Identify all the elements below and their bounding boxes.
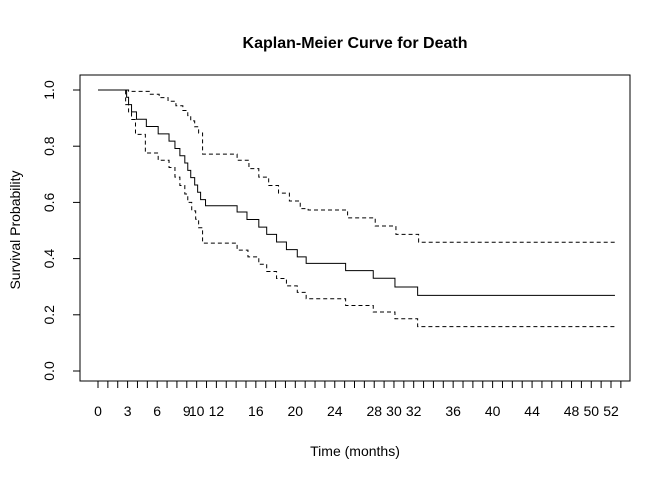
y-tick-label: 0.0: [41, 361, 57, 381]
x-tick-label: 16: [248, 403, 264, 419]
x-tick-label: 30: [386, 403, 402, 419]
y-tick-label: 0.8: [41, 136, 57, 156]
y-axis: 0.0 0.2 0.4 0.6 0.8 1.0: [41, 80, 81, 381]
x-axis: 0 3 6 910 12 16 20 24 28 30 32 36 40 44 48 50 52: [94, 380, 622, 419]
x-tick-label: 10: [189, 403, 205, 419]
x-tick-label: 12: [209, 403, 225, 419]
series-layer: [98, 89, 615, 328]
y-tick-label: 0.4: [41, 249, 57, 269]
x-tick-label: 28: [366, 403, 382, 419]
x-tick-label: 48: [564, 403, 580, 419]
chart-title: Kaplan-Meier Curve for Death: [243, 35, 468, 52]
x-tick-label: 44: [524, 403, 540, 419]
plot-frame: [79, 74, 631, 382]
x-axis-label: Time (months): [310, 443, 400, 459]
y-axis-label: Survival Probability: [7, 170, 23, 289]
y-tick-label: 0.6: [41, 192, 57, 212]
x-tick-label: 40: [485, 403, 501, 419]
x-tick-label: 36: [445, 403, 461, 419]
x-tick-label: 3: [124, 403, 132, 419]
x-tick-label: 0: [94, 403, 102, 419]
y-tick-label: 1.0: [41, 80, 57, 100]
x-tick-label: 6: [153, 403, 161, 419]
lower-ci-curve: [98, 89, 615, 328]
x-tick-label: 50: [583, 403, 599, 419]
x-tick-label: 20: [288, 403, 304, 419]
x-tick-label: 24: [327, 403, 343, 419]
survival-curve: [98, 89, 615, 296]
x-tick-label: 32: [406, 403, 422, 419]
x-tick-label: 9: [183, 403, 191, 419]
upper-ci-curve: [98, 89, 615, 243]
x-tick-label: 52: [603, 403, 619, 419]
y-tick-label: 0.2: [41, 305, 57, 325]
